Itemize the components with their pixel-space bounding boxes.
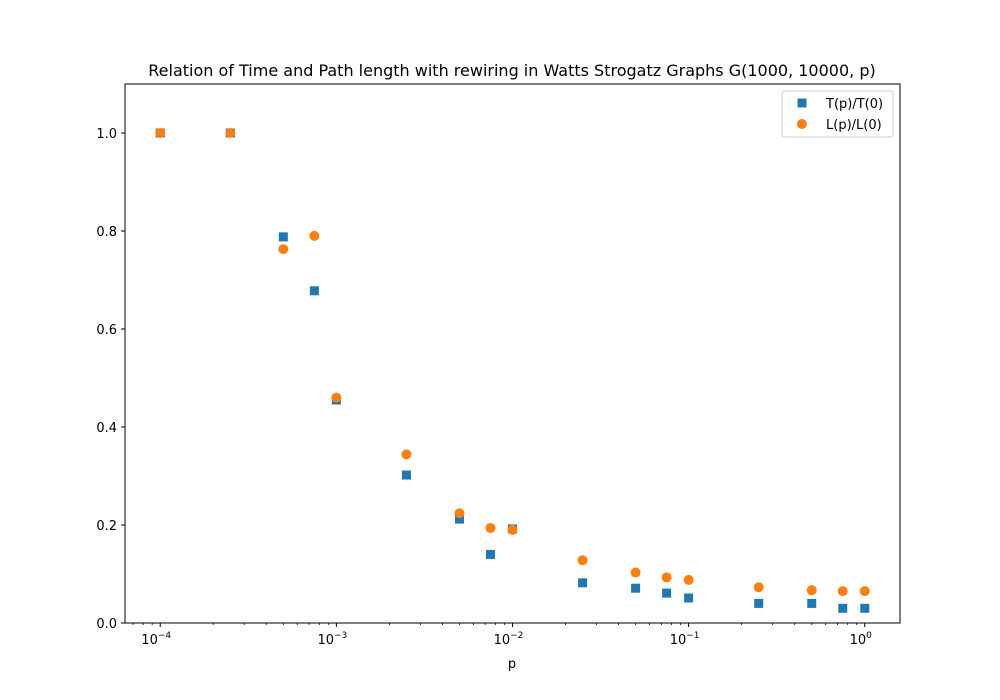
data-point-square	[454, 514, 464, 524]
data-point-circle	[753, 582, 764, 593]
data-point-circle	[507, 524, 518, 535]
data-point-circle	[683, 574, 694, 585]
data-point-circle	[661, 572, 672, 583]
x-tick-label: 100	[850, 631, 873, 648]
data-point-square	[807, 598, 817, 608]
data-point-square	[309, 286, 319, 296]
data-point-circle	[859, 586, 870, 597]
data-point-square	[860, 603, 870, 613]
data-point-circle	[630, 567, 641, 578]
y-axis: 0.0 0.2 0.4 0.6 0.8 1.0	[96, 127, 125, 632]
data-point-circle	[837, 586, 848, 597]
x-axis-label: p	[508, 657, 516, 672]
y-tick-label: 0.4	[96, 421, 117, 436]
legend-label: L(p)/L(0)	[826, 118, 882, 133]
y-tick-label: 0.8	[96, 225, 117, 240]
x-axis: 10−4 10−3 10−2 10−1 100	[132, 623, 873, 648]
legend-marker-square	[797, 98, 807, 108]
plot-area	[124, 83, 901, 624]
x-tick-label: 10−1	[670, 631, 700, 648]
data-point-square	[631, 583, 641, 593]
legend-box	[781, 90, 894, 138]
y-tick-label: 0.0	[96, 617, 117, 632]
data-point-square	[278, 232, 288, 242]
data-point-circle	[278, 244, 289, 255]
plot-frame	[124, 83, 901, 624]
y-tick-label: 1.0	[96, 127, 117, 142]
data-point-circle	[577, 555, 588, 566]
data-point-square	[578, 578, 588, 588]
data-point-circle	[155, 128, 166, 138]
data-point-square	[684, 593, 694, 603]
data-point-circle	[806, 585, 817, 596]
data-point-circle	[309, 230, 320, 241]
data-point-square	[485, 549, 495, 559]
data-point-square	[662, 588, 672, 598]
chart-title: Relation of Time and Path length with re…	[148, 61, 875, 80]
x-tick-label: 10−4	[141, 631, 171, 648]
data-point-circle	[225, 128, 236, 138]
data-point-square	[754, 598, 764, 608]
data-point-circle	[454, 508, 465, 519]
legend-label: T(p)/T(0)	[825, 97, 883, 112]
series-layer	[155, 128, 870, 613]
data-point-square	[401, 470, 411, 480]
x-tick-label: 10−2	[494, 631, 524, 648]
data-point-circle	[485, 522, 496, 533]
legend-marker-circle	[797, 119, 807, 129]
legend: T(p)/T(0) L(p)/L(0)	[781, 90, 894, 138]
data-point-circle	[401, 449, 412, 460]
series-path-length-ratio	[155, 128, 870, 597]
y-tick-label: 0.2	[96, 519, 117, 534]
x-tick-label: 10−3	[317, 631, 347, 648]
data-point-circle	[331, 392, 342, 403]
data-point-square	[838, 603, 848, 613]
y-tick-label: 0.6	[96, 323, 117, 338]
